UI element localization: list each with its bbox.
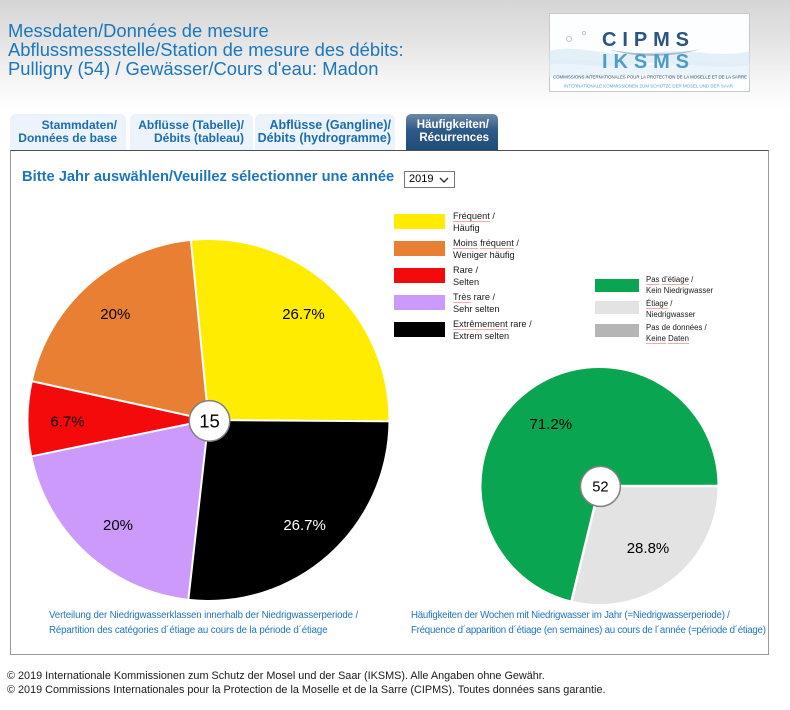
svg-text:20%: 20% [100,306,130,323]
svg-text:15: 15 [199,411,220,432]
svg-text:IKSMS: IKSMS [602,51,689,73]
svg-text:71.2%: 71.2% [530,416,573,433]
svg-text:COMMISSIONS INTERNATIONALES PO: COMMISSIONS INTERNATIONALES POUR LA PROT… [553,75,747,80]
svg-text:26.7%: 26.7% [283,517,326,534]
svg-text:28.8%: 28.8% [627,540,670,557]
svg-text:CIPMS: CIPMS [602,29,689,51]
svg-text:6.7%: 6.7% [50,414,84,431]
svg-text:52: 52 [592,480,608,496]
svg-text:26.7%: 26.7% [282,306,325,323]
svg-text:INTERNATIONALE KOMMISSIONEN ZU: INTERNATIONALE KOMMISSIONEN ZUM SCHUTZE … [564,84,733,89]
svg-text:20%: 20% [103,517,133,534]
